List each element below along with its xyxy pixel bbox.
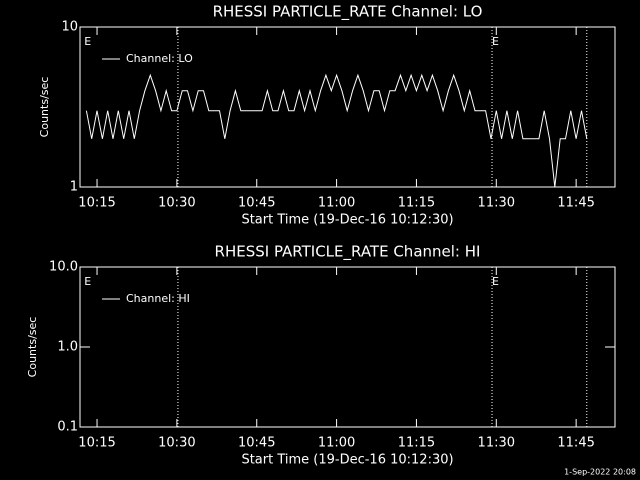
x-tick-label: 10:30 (158, 196, 195, 211)
y-tick-label: 1.0 (57, 340, 78, 355)
x-tick-label: 11:00 (318, 196, 355, 211)
legend-label: Channel: HI (126, 292, 190, 305)
footer: 1-Sep-2022 20:08 (564, 468, 636, 477)
x-tick-label: 11:30 (478, 436, 515, 451)
legend-label: Channel: LO (126, 52, 193, 65)
chart-title: RHESSI PARTICLE_RATE Channel: HI (215, 243, 481, 262)
x-axis-label: Start Time (19-Dec-16 10:12:30) (241, 453, 453, 468)
x-tick-label: 11:30 (478, 196, 515, 211)
x-tick-label: 11:45 (557, 436, 594, 451)
x-tick-label: 10:15 (78, 436, 115, 451)
chart-title: RHESSI PARTICLE_RATE Channel: LO (213, 3, 483, 22)
x-tick-label: 10:30 (158, 436, 195, 451)
event-label: E (84, 35, 91, 48)
y-axis-label: Counts/sec (26, 317, 39, 378)
x-axis-label: Start Time (19-Dec-16 10:12:30) (241, 213, 453, 228)
x-tick-label: 10:45 (238, 196, 275, 211)
y-axis-label: Counts/sec (38, 77, 51, 138)
plot-frame (79, 266, 616, 428)
y-tick-label: 10.0 (49, 260, 78, 275)
x-tick-label: 11:15 (398, 436, 435, 451)
event-label: E (492, 275, 499, 288)
y-tick-label: 0.1 (57, 420, 78, 435)
event-label: E (84, 275, 91, 288)
x-tick-label: 10:15 (78, 196, 115, 211)
event-label: E (492, 35, 499, 48)
x-tick-label: 11:45 (557, 196, 594, 211)
x-tick-label: 11:15 (398, 196, 435, 211)
y-tick-label: 1 (70, 180, 78, 195)
y-tick-label: 10 (61, 20, 78, 35)
x-tick-label: 11:00 (318, 436, 355, 451)
x-tick-label: 10:45 (238, 436, 275, 451)
plot-frame (79, 26, 616, 188)
data-line (85, 73, 588, 188)
